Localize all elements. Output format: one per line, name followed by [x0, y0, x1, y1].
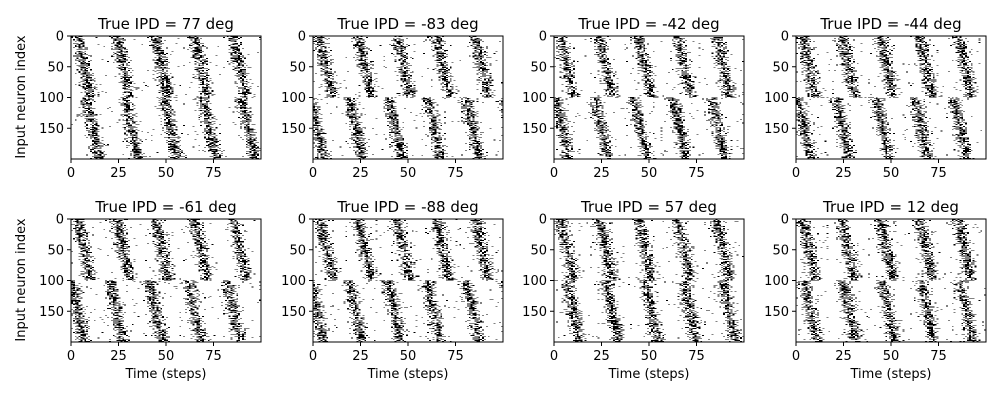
panel-7: True IPD = 57 deg 0 25 50 75 0 50 100 150 Time (s… [522, 198, 745, 382]
y-tick-label: 0 [781, 213, 789, 228]
y-tick-label: 100 [764, 274, 789, 289]
spike-raster [71, 219, 261, 342]
panel-1: True IPD = 77 deg 0 25 50 75 0 50 100 150 [39, 15, 262, 181]
y-tick-label: 100 [39, 274, 64, 289]
x-tick-label: 25 [593, 166, 610, 181]
y-tick-label: 50 [772, 243, 789, 258]
plot-area [71, 219, 261, 342]
x-tick-label: 25 [110, 349, 127, 364]
x-tick-label: 75 [447, 166, 464, 181]
x-tick-label: 75 [688, 166, 705, 181]
y-tick-label: 150 [281, 122, 306, 137]
y-tick-label: 150 [522, 122, 547, 137]
x-tick-label: 50 [641, 166, 658, 181]
x-tick-label: 0 [309, 349, 317, 364]
y-tick-label: 0 [56, 30, 64, 45]
panel-4: True IPD = -44 deg 0 25 50 75 0 50 100 150 [764, 15, 987, 181]
y-tick-label: 100 [764, 91, 789, 106]
y-tick-label: 100 [281, 274, 306, 289]
spike-raster [554, 36, 744, 159]
x-tick-label: 0 [309, 166, 317, 181]
y-tick-label: 100 [39, 91, 64, 106]
y-tick-label: 0 [781, 30, 789, 45]
y-tick-label: 100 [522, 91, 547, 106]
panel-title: True IPD = 57 deg [580, 198, 717, 216]
x-tick-label: 50 [883, 166, 900, 181]
x-tick-label: 25 [835, 166, 852, 181]
y-tick-label: 50 [289, 243, 306, 258]
x-tick-label: 25 [352, 349, 369, 364]
xlabel: Time (steps) [367, 367, 449, 382]
x-tick-label: 50 [883, 349, 900, 364]
y-tick-label: 150 [39, 305, 64, 320]
x-tick-label: 50 [158, 166, 175, 181]
x-tick-label: 75 [930, 166, 947, 181]
y-tick-label: 50 [47, 243, 64, 258]
panel-title: True IPD = -42 deg [577, 15, 719, 33]
x-tick-label: 0 [792, 166, 800, 181]
panel-title: True IPD = -88 deg [336, 198, 478, 216]
y-tick-label: 150 [281, 305, 306, 320]
y-tick-label: 50 [47, 60, 64, 75]
x-tick-label: 75 [447, 349, 464, 364]
spike-raster [796, 36, 983, 159]
spike-raster [554, 219, 744, 342]
y-tick-label: 50 [530, 60, 547, 75]
x-tick-label: 50 [158, 349, 175, 364]
y-tick-label: 50 [772, 60, 789, 75]
y-tick-label: 50 [289, 60, 306, 75]
y-tick-label: 0 [539, 213, 547, 228]
x-tick-label: 25 [352, 166, 369, 181]
y-tick-label: 100 [281, 91, 306, 106]
y-tick-label: 0 [539, 30, 547, 45]
x-tick-label: 25 [835, 349, 852, 364]
y-tick-label: 50 [530, 243, 547, 258]
x-tick-label: 0 [67, 349, 75, 364]
y-tick-label: 0 [298, 213, 306, 228]
x-tick-label: 25 [110, 166, 127, 181]
x-tick-label: 75 [930, 349, 947, 364]
y-tick-label: 100 [522, 274, 547, 289]
x-tick-label: 75 [205, 166, 222, 181]
panel-8: True IPD = 12 deg 0 25 50 75 0 50 100 150 Time (s… [764, 198, 987, 382]
panel-3: True IPD = -42 deg 0 25 50 75 0 50 100 150 [522, 15, 745, 181]
xlabel: Time (steps) [608, 367, 690, 382]
y-tick-label: 150 [764, 305, 789, 320]
panel-2: True IPD = -83 deg 0 25 50 75 0 50 100 150 [281, 15, 504, 181]
y-tick-label: 150 [522, 305, 547, 320]
y-tick-label: 150 [764, 122, 789, 137]
x-tick-label: 0 [67, 166, 75, 181]
y-tick-label: 150 [39, 122, 64, 137]
panel-title: True IPD = -44 deg [819, 15, 961, 33]
y-tick-label: 0 [298, 30, 306, 45]
x-tick-label: 0 [792, 349, 800, 364]
panel-title: True IPD = 77 deg [97, 15, 234, 33]
panel-6: True IPD = -88 deg 0 25 50 75 0 50 100 150 Time (… [281, 198, 504, 382]
x-tick-label: 25 [593, 349, 610, 364]
x-tick-label: 75 [688, 349, 705, 364]
y-tick-label: 0 [56, 213, 64, 228]
x-tick-label: 50 [400, 349, 417, 364]
spike-raster [313, 219, 503, 342]
panel-5: True IPD = -61 deg 0 25 50 75 0 50 100 150 Time (… [39, 198, 262, 382]
spike-raster [313, 36, 503, 159]
xlabel: Time (steps) [125, 367, 207, 382]
x-tick-label: 75 [205, 349, 222, 364]
xlabel: Time (steps) [850, 367, 932, 382]
x-tick-label: 0 [550, 349, 558, 364]
x-tick-label: 50 [641, 349, 658, 364]
panel-title: True IPD = -61 deg [94, 198, 236, 216]
ylabel-row-2: Input neuron index [14, 218, 29, 342]
panel-title: True IPD = 12 deg [822, 198, 959, 216]
ylabel-row-1: Input neuron index [14, 35, 29, 159]
panel-title: True IPD = -83 deg [336, 15, 478, 33]
x-tick-label: 50 [400, 166, 417, 181]
x-tick-label: 0 [550, 166, 558, 181]
